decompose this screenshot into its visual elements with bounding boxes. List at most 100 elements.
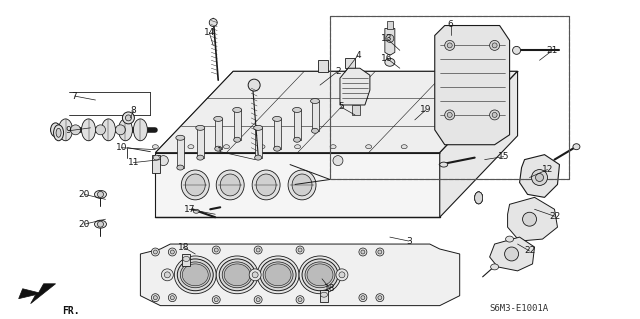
Ellipse shape — [307, 264, 333, 286]
Polygon shape — [215, 119, 221, 149]
Ellipse shape — [95, 125, 106, 135]
Polygon shape — [156, 71, 518, 153]
Ellipse shape — [302, 259, 338, 291]
Polygon shape — [352, 105, 360, 115]
Ellipse shape — [209, 19, 217, 26]
Circle shape — [152, 294, 159, 302]
Ellipse shape — [265, 264, 291, 286]
Text: 19: 19 — [420, 106, 431, 115]
Polygon shape — [140, 244, 460, 306]
Circle shape — [214, 298, 218, 302]
Polygon shape — [312, 101, 319, 131]
Polygon shape — [177, 138, 184, 167]
Polygon shape — [490, 237, 534, 271]
Ellipse shape — [299, 256, 341, 294]
Text: 4: 4 — [355, 51, 361, 60]
Polygon shape — [345, 58, 355, 68]
Circle shape — [336, 269, 348, 281]
Text: 18: 18 — [324, 284, 336, 293]
Text: 10: 10 — [116, 143, 127, 152]
Text: 14: 14 — [204, 28, 215, 37]
Circle shape — [490, 41, 500, 50]
Ellipse shape — [513, 46, 520, 54]
Ellipse shape — [263, 262, 293, 288]
Ellipse shape — [186, 174, 205, 196]
Circle shape — [212, 246, 220, 254]
Circle shape — [161, 269, 173, 281]
Polygon shape — [234, 110, 241, 140]
Ellipse shape — [154, 155, 159, 160]
Circle shape — [445, 110, 454, 120]
Text: 22: 22 — [524, 247, 535, 256]
Text: 5: 5 — [338, 102, 344, 111]
Text: 11: 11 — [127, 158, 139, 167]
Polygon shape — [196, 128, 204, 158]
Ellipse shape — [220, 174, 240, 196]
Ellipse shape — [274, 146, 280, 151]
Ellipse shape — [252, 170, 280, 200]
Ellipse shape — [256, 174, 276, 196]
Polygon shape — [274, 119, 280, 149]
Ellipse shape — [294, 145, 301, 149]
Circle shape — [359, 294, 367, 302]
Text: 2: 2 — [335, 67, 340, 76]
Text: FR.: FR. — [63, 306, 80, 315]
Circle shape — [168, 248, 176, 256]
Circle shape — [248, 79, 260, 91]
Ellipse shape — [182, 264, 208, 286]
Circle shape — [447, 112, 452, 117]
Ellipse shape — [401, 145, 407, 149]
Circle shape — [97, 221, 104, 227]
Bar — [330, 16, 570, 180]
Polygon shape — [19, 284, 56, 304]
Circle shape — [522, 212, 536, 226]
Ellipse shape — [216, 170, 244, 200]
Ellipse shape — [54, 125, 63, 141]
Ellipse shape — [475, 192, 483, 204]
Circle shape — [492, 112, 497, 117]
Text: 18: 18 — [177, 242, 189, 251]
Polygon shape — [294, 110, 301, 140]
Ellipse shape — [220, 259, 255, 291]
Circle shape — [447, 43, 452, 48]
Circle shape — [378, 250, 382, 254]
Ellipse shape — [81, 119, 95, 141]
Circle shape — [536, 174, 543, 182]
Circle shape — [378, 296, 382, 300]
Ellipse shape — [51, 123, 61, 137]
Circle shape — [298, 298, 302, 302]
Circle shape — [154, 296, 157, 300]
Circle shape — [97, 191, 104, 197]
Ellipse shape — [152, 145, 158, 149]
Ellipse shape — [475, 192, 483, 204]
Circle shape — [168, 294, 176, 302]
Circle shape — [376, 294, 384, 302]
Ellipse shape — [260, 259, 296, 291]
Circle shape — [490, 110, 500, 120]
Circle shape — [296, 246, 304, 254]
Circle shape — [492, 43, 497, 48]
Circle shape — [359, 248, 367, 256]
Polygon shape — [435, 26, 509, 145]
Ellipse shape — [115, 125, 125, 135]
Circle shape — [445, 41, 454, 50]
Polygon shape — [387, 20, 393, 28]
Ellipse shape — [196, 155, 204, 160]
Ellipse shape — [56, 128, 61, 137]
Circle shape — [256, 248, 260, 252]
Circle shape — [361, 250, 365, 254]
Circle shape — [339, 272, 345, 278]
Ellipse shape — [257, 256, 299, 294]
Ellipse shape — [491, 264, 499, 270]
Ellipse shape — [233, 108, 242, 112]
Ellipse shape — [223, 145, 230, 149]
Ellipse shape — [174, 256, 216, 294]
Text: 7: 7 — [72, 92, 77, 100]
Text: 17: 17 — [184, 205, 195, 214]
Ellipse shape — [273, 116, 282, 121]
Ellipse shape — [214, 116, 223, 121]
Ellipse shape — [385, 58, 395, 66]
Polygon shape — [508, 197, 557, 241]
Ellipse shape — [180, 262, 210, 288]
Ellipse shape — [224, 264, 250, 286]
